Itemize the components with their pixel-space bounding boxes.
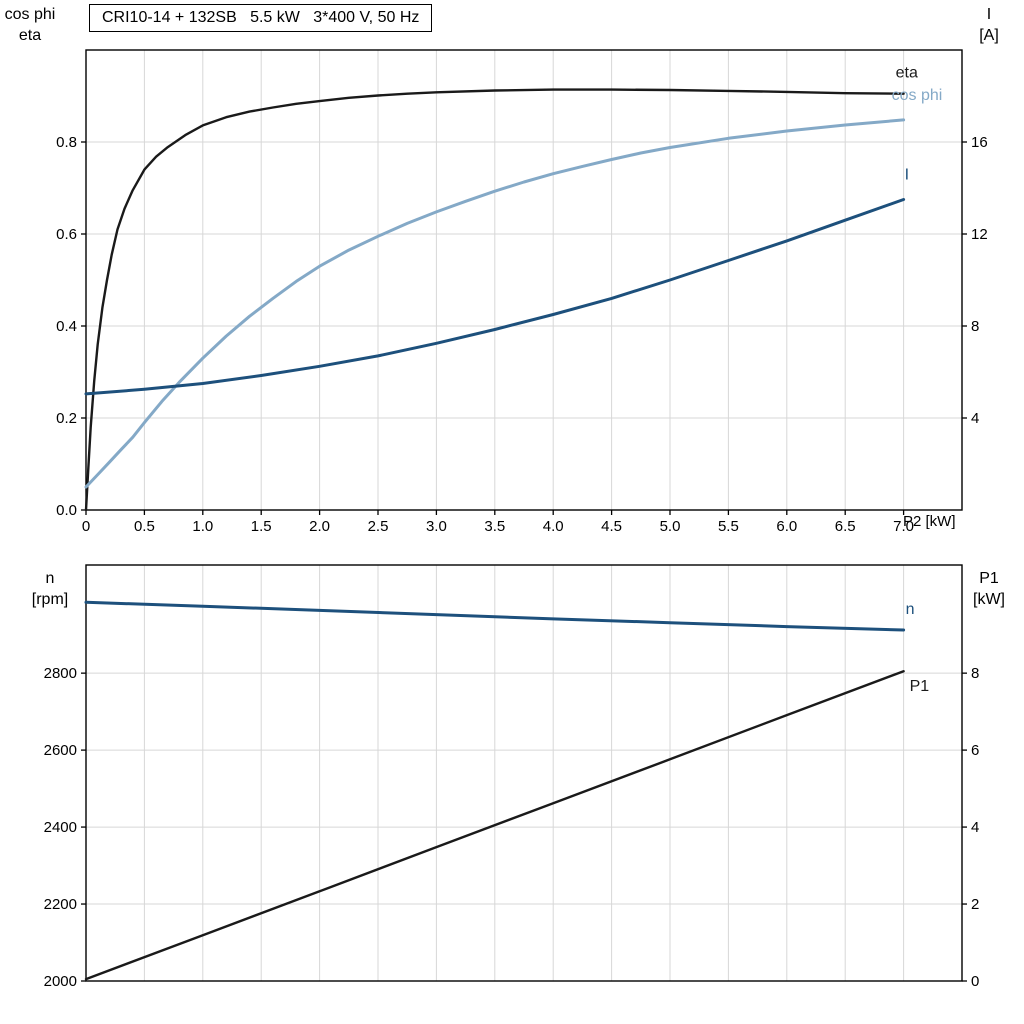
left-tick-label: 0.2 — [56, 410, 77, 427]
plot-frame — [85, 49, 963, 511]
x-tick-label: 2.5 — [368, 518, 389, 535]
top-left-axis-title: cos phi eta — [0, 4, 60, 46]
eta-curve-label: eta — [896, 65, 918, 82]
right-axis-label-line2: [A] — [979, 27, 999, 44]
left-tick-label: 2400 — [44, 819, 77, 836]
right-tick-label: 4 — [971, 410, 979, 427]
plot-frame — [85, 564, 963, 982]
speed-axis-label-line1: n — [45, 570, 55, 587]
x-tick-label: 3.5 — [484, 518, 505, 535]
x-tick-label: 1.5 — [251, 518, 272, 535]
x-tick-label: 2.0 — [309, 518, 330, 535]
speed-axis-label-line2: [rpm] — [31, 591, 69, 608]
x-tick-label: 6.0 — [776, 518, 797, 535]
p1-curve-label: P1 — [910, 678, 930, 695]
x-tick-label: 5.5 — [718, 518, 739, 535]
x-tick-label: 5.0 — [660, 518, 681, 535]
left-tick-label: 0.8 — [56, 134, 77, 151]
left-tick-label: 0.4 — [56, 318, 77, 335]
p1-axis-label-line2: [kW] — [973, 591, 1005, 608]
left-axis-label-line1: cos phi — [4, 6, 56, 23]
left-tick-label: 0.0 — [56, 502, 77, 519]
left-tick-label: 2600 — [44, 742, 77, 759]
right-tick-label: 0 — [971, 973, 979, 990]
top-right-axis-title: I [A] — [966, 4, 1012, 46]
right-tick-label: 2 — [971, 896, 979, 913]
bottom-right-axis-title: P1 [kW] — [958, 568, 1020, 610]
left-tick-label: 2200 — [44, 896, 77, 913]
right-axis-label-line1: I — [986, 6, 992, 23]
p1-curve — [84, 670, 905, 981]
cos-phi-curve — [84, 118, 906, 489]
n-curve — [84, 600, 906, 632]
x-tick-label: 4.5 — [601, 518, 622, 535]
x-tick-label: 0.5 — [134, 518, 155, 535]
left-tick-label: 0.6 — [56, 226, 77, 243]
i-curve-label: I — [905, 167, 909, 184]
chart-title: CRI10-14 + 132SB 5.5 kW 3*400 V, 50 Hz — [89, 4, 433, 32]
right-tick-label: 12 — [971, 226, 988, 243]
cos-phi-curve-label: cos phi — [892, 87, 943, 104]
p1-axis-label-line1: P1 — [979, 570, 999, 587]
right-tick-label: 8 — [971, 665, 979, 682]
eta-curve — [84, 88, 905, 512]
left-tick-label: 2000 — [44, 973, 77, 990]
left-tick-label: 2800 — [44, 665, 77, 682]
x-tick-label: 1.0 — [192, 518, 213, 535]
right-tick-label: 8 — [971, 318, 979, 335]
i-curve — [84, 198, 906, 396]
right-tick-label: 16 — [971, 134, 988, 151]
x-tick-label: 3.0 — [426, 518, 447, 535]
bottom-left-axis-title: n [rpm] — [20, 568, 80, 610]
n-curve-label: n — [906, 601, 915, 618]
x-tick-label: 6.5 — [835, 518, 856, 535]
x-tick-label: 4.0 — [543, 518, 564, 535]
right-tick-label: 4 — [971, 819, 979, 836]
x-tick-label: 0 — [82, 518, 90, 535]
x-axis-unit-label: P2 [kW] — [903, 513, 956, 530]
right-tick-label: 6 — [971, 742, 979, 759]
x-tick-label: 7.0 — [893, 518, 914, 535]
left-axis-label-line2: eta — [18, 27, 42, 44]
